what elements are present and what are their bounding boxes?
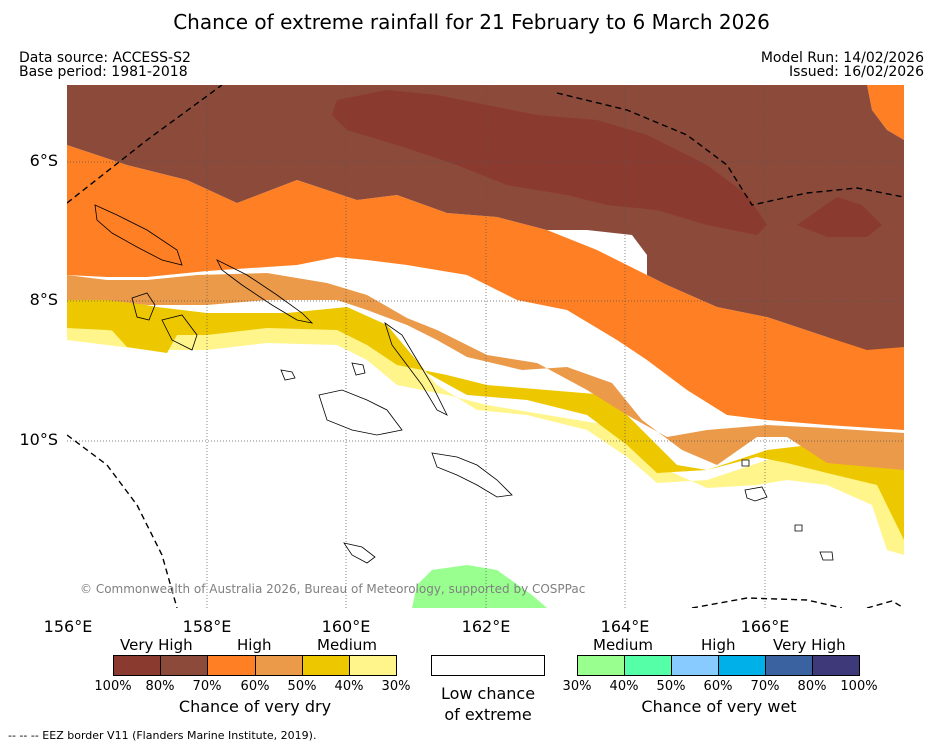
grid-lines xyxy=(67,85,904,608)
dry-header-medium: Medium xyxy=(317,636,377,654)
wet-header-medium: Medium xyxy=(593,636,653,654)
copyright-notice: © Commonwealth of Australia 2026, Bureau… xyxy=(80,582,586,596)
data-source: Data source: ACCESS-S2 xyxy=(19,50,191,66)
wet-swatch-2 xyxy=(624,655,672,676)
lon-label-164e: 164°E xyxy=(600,617,650,636)
dry-tick-60: 60% xyxy=(240,679,270,694)
lon-label-166e: 166°E xyxy=(740,617,790,636)
lat-label-6s: 6°S xyxy=(29,151,58,170)
dry-header-very-high: Very High xyxy=(120,636,193,654)
zone-orange-corner xyxy=(867,85,904,140)
dry-tick-100: 100% xyxy=(94,679,132,694)
zone-orange xyxy=(67,145,904,430)
dry-tick-70: 70% xyxy=(192,679,222,694)
wet-tick-60: 60% xyxy=(703,679,733,694)
dry-tick-50: 50% xyxy=(287,679,317,694)
wet-tick-70: 70% xyxy=(750,679,780,694)
dry-swatch-6 xyxy=(349,655,397,676)
zone-orange-light xyxy=(67,273,904,470)
lon-label-156e: 156°E xyxy=(43,617,93,636)
zone-brown-dark xyxy=(332,90,767,235)
dry-swatch-3 xyxy=(207,655,256,676)
meta-left: Data source: ACCESS-S2 Base period: 1981… xyxy=(19,51,191,79)
zone-brown xyxy=(67,85,904,350)
wet-tick-40: 40% xyxy=(609,679,639,694)
zone-green xyxy=(412,565,547,608)
map-title: Chance of extreme rainfall for 21 Februa… xyxy=(173,10,770,34)
wet-caption: Chance of very wet xyxy=(641,697,797,716)
meta-right: Model Run: 14/02/2026 Issued: 16/02/2026 xyxy=(761,51,924,79)
wet-header-very-high: Very High xyxy=(773,636,846,654)
lon-label-160e: 160°E xyxy=(321,617,371,636)
lat-label-8s: 8°S xyxy=(29,290,58,309)
wet-tick-50: 50% xyxy=(656,679,686,694)
wet-swatch-1 xyxy=(577,655,625,676)
model-run: Model Run: 14/02/2026 xyxy=(760,50,924,66)
dry-tick-80: 80% xyxy=(145,679,175,694)
wet-tick-30: 30% xyxy=(562,679,592,694)
wet-tick-100: 100% xyxy=(840,679,878,694)
wet-swatch-6 xyxy=(812,655,860,676)
low-chance-line-1: Low chance xyxy=(440,684,536,703)
zone-brown-dark-2 xyxy=(797,197,882,237)
dry-swatch-2 xyxy=(160,655,208,676)
eez-footnote: -- -- -- EEZ border V11 (Flanders Marine… xyxy=(8,729,317,742)
wet-swatch-3 xyxy=(671,655,719,676)
dry-swatch-5 xyxy=(302,655,350,676)
lat-label-10s: 10°S xyxy=(19,430,58,449)
low-chance-swatch xyxy=(431,655,545,676)
base-period: Base period: 1981-2018 xyxy=(19,64,188,80)
eez-borders xyxy=(67,85,904,608)
lon-label-162e: 162°E xyxy=(461,617,511,636)
issued-date: Issued: 16/02/2026 xyxy=(789,64,924,80)
islands xyxy=(94,204,834,564)
dry-tick-30: 30% xyxy=(381,679,411,694)
zone-yellow-islands xyxy=(107,310,177,353)
dry-swatch-4 xyxy=(255,655,303,676)
dry-header-high: High xyxy=(237,636,272,654)
rainfall-map xyxy=(67,85,904,608)
lon-label-158e: 158°E xyxy=(182,617,232,636)
wet-swatch-4 xyxy=(718,655,766,676)
dry-caption: Chance of very dry xyxy=(178,697,332,716)
wet-swatch-5 xyxy=(765,655,813,676)
wet-tick-80: 80% xyxy=(797,679,827,694)
low-chance-caption: Low chance of extreme xyxy=(420,683,556,725)
low-chance-line-2: of extreme xyxy=(444,705,532,724)
dry-tick-40: 40% xyxy=(334,679,364,694)
dry-swatch-1 xyxy=(113,655,161,676)
wet-header-high: High xyxy=(701,636,736,654)
